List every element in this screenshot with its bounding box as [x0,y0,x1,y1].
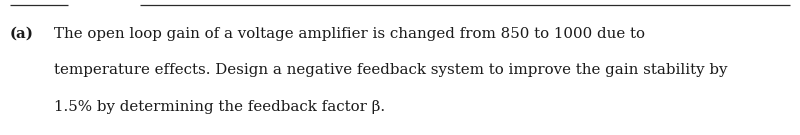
Text: 1.5% by determining the feedback factor β.: 1.5% by determining the feedback factor … [54,100,386,114]
Text: temperature effects. Design a negative feedback system to improve the gain stabi: temperature effects. Design a negative f… [54,63,728,77]
Text: (a): (a) [10,27,34,41]
Text: The open loop gain of a voltage amplifier is changed from 850 to 1000 due to: The open loop gain of a voltage amplifie… [54,27,646,41]
